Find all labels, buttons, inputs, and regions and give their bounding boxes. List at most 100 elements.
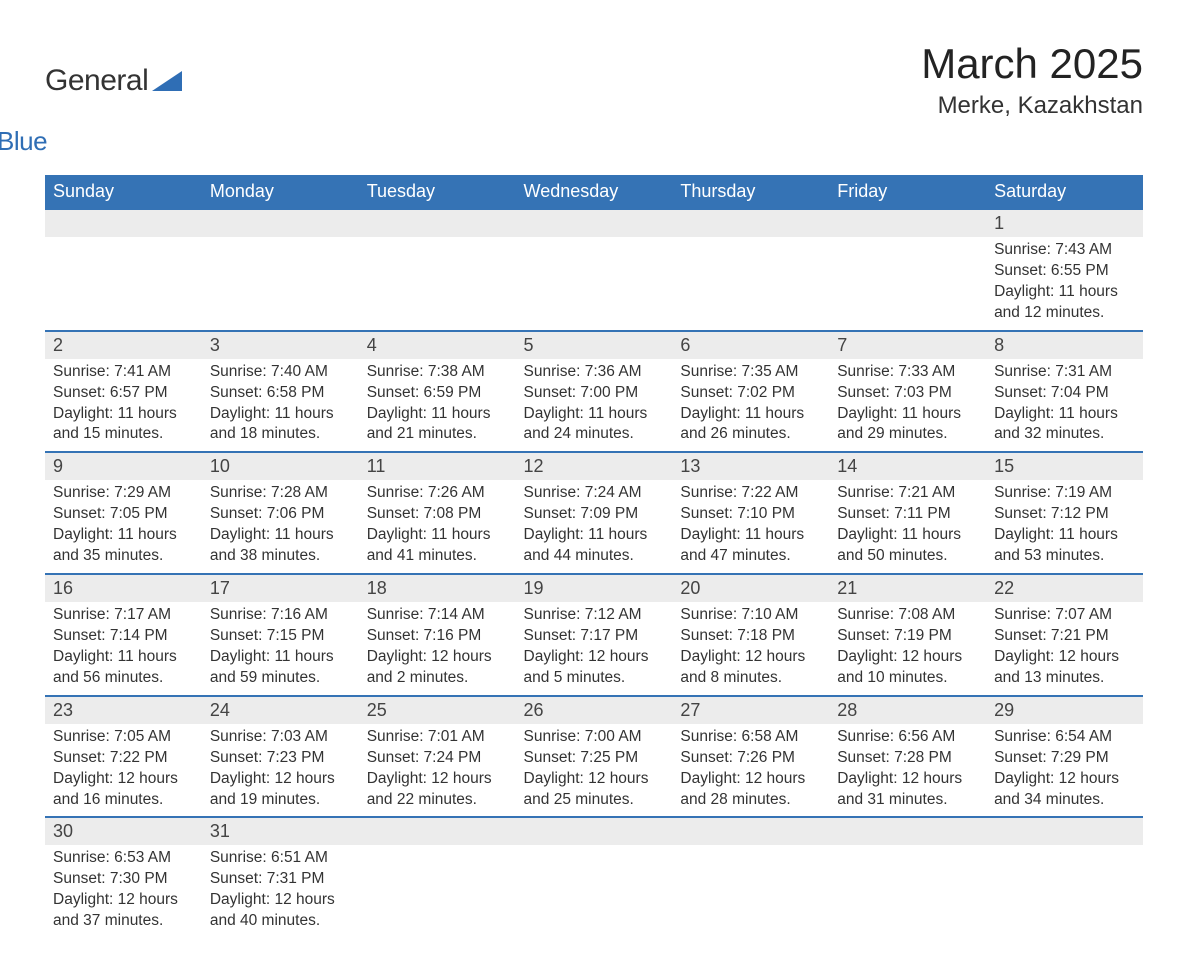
day-number-cell: [986, 817, 1143, 845]
day-number: 17: [202, 575, 359, 602]
title-block: March 2025 Merke, Kazakhstan: [921, 40, 1143, 120]
day-data-cell: [359, 237, 516, 331]
calendar-table: SundayMondayTuesdayWednesdayThursdayFrid…: [45, 175, 1143, 938]
daynum-row: 2345678: [45, 331, 1143, 359]
day-data-cell: Sunrise: 7:00 AMSunset: 7:25 PMDaylight:…: [516, 724, 673, 818]
day-number-cell: 14: [829, 452, 986, 480]
day-number-cell: 21: [829, 574, 986, 602]
day-number-cell: 27: [672, 696, 829, 724]
day-number-cell: 6: [672, 331, 829, 359]
day-number-cell: 7: [829, 331, 986, 359]
day-data: Sunrise: 7:31 AMSunset: 7:04 PMDaylight:…: [986, 359, 1143, 452]
week-data-row: Sunrise: 7:43 AMSunset: 6:55 PMDaylight:…: [45, 237, 1143, 331]
header: General Blue March 2025 Merke, Kazakhsta…: [45, 40, 1143, 157]
day-data-cell: [45, 237, 202, 331]
day-data-cell: Sunrise: 7:36 AMSunset: 7:00 PMDaylight:…: [516, 359, 673, 453]
day-number: 15: [986, 453, 1143, 480]
day-data-cell: Sunrise: 6:56 AMSunset: 7:28 PMDaylight:…: [829, 724, 986, 818]
day-data-cell: Sunrise: 7:16 AMSunset: 7:15 PMDaylight:…: [202, 602, 359, 696]
day-data: Sunrise: 7:38 AMSunset: 6:59 PMDaylight:…: [359, 359, 516, 452]
day-number: 3: [202, 332, 359, 359]
day-number: 27: [672, 697, 829, 724]
day-data-cell: [359, 845, 516, 938]
day-number: 11: [359, 453, 516, 480]
week-data-row: Sunrise: 7:41 AMSunset: 6:57 PMDaylight:…: [45, 359, 1143, 453]
day-data-cell: Sunrise: 7:12 AMSunset: 7:17 PMDaylight:…: [516, 602, 673, 696]
day-number: 19: [516, 575, 673, 602]
daynum-row: 1: [45, 209, 1143, 237]
day-data-cell: Sunrise: 7:35 AMSunset: 7:02 PMDaylight:…: [672, 359, 829, 453]
day-number-cell: 4: [359, 331, 516, 359]
day-number-cell: 24: [202, 696, 359, 724]
day-data: Sunrise: 6:53 AMSunset: 7:30 PMDaylight:…: [45, 845, 202, 938]
day-data: Sunrise: 7:36 AMSunset: 7:00 PMDaylight:…: [516, 359, 673, 452]
day-data-cell: Sunrise: 7:05 AMSunset: 7:22 PMDaylight:…: [45, 724, 202, 818]
weekday-header: Friday: [829, 175, 986, 209]
day-number-cell: 3: [202, 331, 359, 359]
day-number: 24: [202, 697, 359, 724]
day-number-cell: 25: [359, 696, 516, 724]
weekday-header-row: SundayMondayTuesdayWednesdayThursdayFrid…: [45, 175, 1143, 209]
day-data-cell: Sunrise: 7:38 AMSunset: 6:59 PMDaylight:…: [359, 359, 516, 453]
day-number: 25: [359, 697, 516, 724]
day-number-cell: 28: [829, 696, 986, 724]
day-number-cell: 22: [986, 574, 1143, 602]
day-number-cell: [359, 817, 516, 845]
weekday-header: Tuesday: [359, 175, 516, 209]
week-data-row: Sunrise: 7:05 AMSunset: 7:22 PMDaylight:…: [45, 724, 1143, 818]
day-data-cell: [986, 845, 1143, 938]
day-number: 13: [672, 453, 829, 480]
day-number-cell: 1: [986, 209, 1143, 237]
weekday-header: Thursday: [672, 175, 829, 209]
day-data-cell: [516, 237, 673, 331]
day-number-cell: [516, 209, 673, 237]
day-number: 18: [359, 575, 516, 602]
day-number: 5: [516, 332, 673, 359]
day-number-cell: [829, 209, 986, 237]
day-data: Sunrise: 7:08 AMSunset: 7:19 PMDaylight:…: [829, 602, 986, 695]
day-number-cell: 19: [516, 574, 673, 602]
day-number: 6: [672, 332, 829, 359]
day-data-cell: Sunrise: 7:40 AMSunset: 6:58 PMDaylight:…: [202, 359, 359, 453]
day-data: Sunrise: 7:28 AMSunset: 7:06 PMDaylight:…: [202, 480, 359, 573]
day-number-cell: [516, 817, 673, 845]
logo-text-general: General: [45, 64, 148, 98]
day-number-cell: 2: [45, 331, 202, 359]
day-number-cell: 13: [672, 452, 829, 480]
day-data-cell: [672, 845, 829, 938]
day-data-cell: Sunrise: 7:22 AMSunset: 7:10 PMDaylight:…: [672, 480, 829, 574]
day-number-cell: 31: [202, 817, 359, 845]
day-number: 7: [829, 332, 986, 359]
day-data-cell: Sunrise: 7:17 AMSunset: 7:14 PMDaylight:…: [45, 602, 202, 696]
daynum-row: 9101112131415: [45, 452, 1143, 480]
day-number: 12: [516, 453, 673, 480]
day-number: 29: [986, 697, 1143, 724]
day-number: 4: [359, 332, 516, 359]
day-data: Sunrise: 7:29 AMSunset: 7:05 PMDaylight:…: [45, 480, 202, 573]
day-number: 14: [829, 453, 986, 480]
day-data: Sunrise: 7:12 AMSunset: 7:17 PMDaylight:…: [516, 602, 673, 695]
day-data-cell: Sunrise: 7:14 AMSunset: 7:16 PMDaylight:…: [359, 602, 516, 696]
day-data: Sunrise: 7:26 AMSunset: 7:08 PMDaylight:…: [359, 480, 516, 573]
day-data-cell: [202, 237, 359, 331]
day-number-cell: 5: [516, 331, 673, 359]
day-number: 8: [986, 332, 1143, 359]
day-number-cell: 30: [45, 817, 202, 845]
day-number-cell: 17: [202, 574, 359, 602]
day-data: Sunrise: 6:51 AMSunset: 7:31 PMDaylight:…: [202, 845, 359, 938]
week-data-row: Sunrise: 6:53 AMSunset: 7:30 PMDaylight:…: [45, 845, 1143, 938]
day-data-cell: Sunrise: 7:03 AMSunset: 7:23 PMDaylight:…: [202, 724, 359, 818]
day-data-cell: Sunrise: 7:07 AMSunset: 7:21 PMDaylight:…: [986, 602, 1143, 696]
day-number: 28: [829, 697, 986, 724]
day-data: Sunrise: 7:01 AMSunset: 7:24 PMDaylight:…: [359, 724, 516, 817]
day-number-cell: 20: [672, 574, 829, 602]
day-data: Sunrise: 7:03 AMSunset: 7:23 PMDaylight:…: [202, 724, 359, 817]
day-number: 31: [202, 818, 359, 845]
day-data-cell: Sunrise: 6:54 AMSunset: 7:29 PMDaylight:…: [986, 724, 1143, 818]
day-data-cell: Sunrise: 7:24 AMSunset: 7:09 PMDaylight:…: [516, 480, 673, 574]
day-data: Sunrise: 6:58 AMSunset: 7:26 PMDaylight:…: [672, 724, 829, 817]
day-data-cell: [829, 845, 986, 938]
logo: General Blue: [45, 40, 182, 157]
week-data-row: Sunrise: 7:17 AMSunset: 7:14 PMDaylight:…: [45, 602, 1143, 696]
day-data-cell: Sunrise: 7:21 AMSunset: 7:11 PMDaylight:…: [829, 480, 986, 574]
